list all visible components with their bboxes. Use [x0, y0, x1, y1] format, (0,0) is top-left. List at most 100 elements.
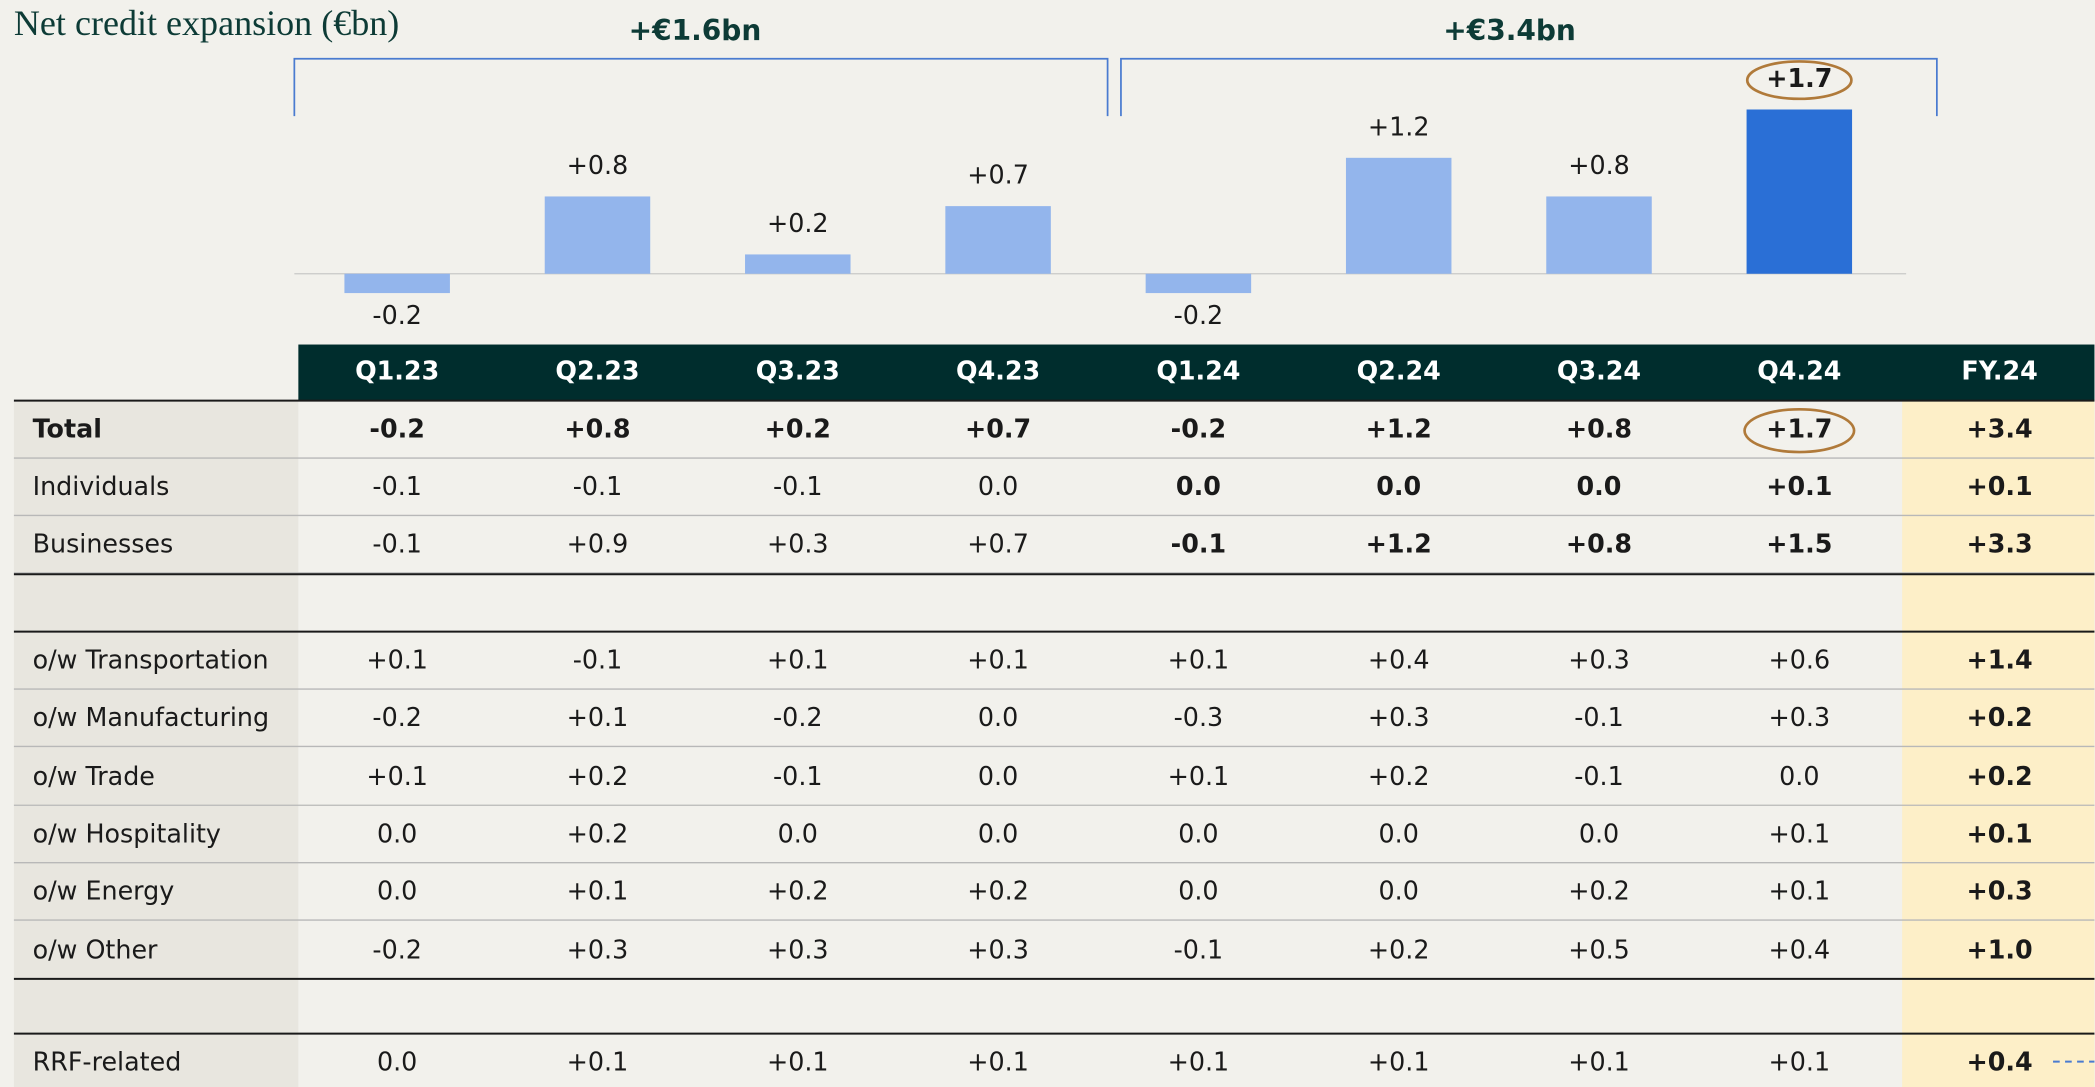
bar: [945, 206, 1051, 274]
cell: +0.2: [1368, 934, 1430, 964]
cell: 0.0: [978, 471, 1018, 501]
cell: +1.5: [1766, 529, 1832, 559]
cell: 0.0: [1379, 818, 1419, 848]
cell: +0.3: [767, 934, 829, 964]
cell: +0.3: [1769, 702, 1831, 732]
cell: +0.1: [1769, 818, 1831, 848]
cell: +3.3: [1967, 529, 2033, 559]
cell: +0.1: [1967, 471, 2033, 501]
bracket: [293, 57, 1938, 117]
cell: +1.4: [1967, 645, 2033, 675]
cell: +0.1: [567, 876, 629, 906]
cell: 0.0: [377, 1047, 417, 1077]
data-label: +0.7: [967, 160, 1029, 190]
data-label: +1.7: [1766, 63, 1832, 93]
highlight-circle: [1745, 60, 1853, 101]
cell: +0.1: [366, 645, 428, 675]
label-column: [13, 400, 299, 1087]
cell: +0.1: [366, 761, 428, 791]
cell: +0.3: [967, 934, 1029, 964]
column-header: Q3.23: [756, 356, 840, 386]
cell: +0.2: [1568, 876, 1630, 906]
data-label: +0.8: [1568, 150, 1630, 180]
bar: [1746, 109, 1853, 274]
data-label: +0.2: [767, 208, 829, 238]
cell: +0.2: [567, 761, 629, 791]
bar: [544, 196, 651, 274]
cell: +0.3: [1568, 645, 1630, 675]
column-header: Q2.24: [1357, 356, 1441, 386]
column-header: Q1.23: [355, 356, 439, 386]
bar: [1345, 157, 1452, 274]
cell: -0.2: [1171, 414, 1226, 444]
cell: -0.1: [573, 471, 622, 501]
cell: +0.1: [967, 645, 1029, 675]
cell: +0.1: [1168, 1047, 1230, 1077]
bar: [745, 254, 851, 274]
cell: -0.1: [1171, 529, 1226, 559]
cell: -0.2: [773, 702, 822, 732]
cell: -0.1: [573, 645, 622, 675]
column-header: Q4.23: [956, 356, 1040, 386]
cell: 0.0: [1779, 761, 1819, 791]
data-label: +1.2: [1368, 111, 1430, 141]
cell: +0.6: [1769, 645, 1831, 675]
cell: +0.5: [1568, 934, 1630, 964]
highlight-circle: [1743, 407, 1856, 454]
cell: +0.1: [767, 645, 829, 675]
row-label: o/w Manufacturing: [33, 702, 270, 732]
row-label: o/w Hospitality: [33, 818, 221, 848]
cell: 0.0: [978, 761, 1018, 791]
row-label: o/w Transportation: [33, 645, 269, 675]
cell: +1.0: [1967, 934, 2033, 964]
cell: +0.1: [1769, 1047, 1831, 1077]
cell: 0.0: [1577, 471, 1622, 501]
cell: +0.1: [1368, 1047, 1430, 1077]
cell: 0.0: [1176, 471, 1221, 501]
cell: +0.4: [1368, 645, 1430, 675]
cell: +0.1: [1766, 471, 1832, 501]
cell: 0.0: [377, 818, 417, 848]
cell: 0.0: [1178, 876, 1218, 906]
cell: 0.0: [1579, 818, 1619, 848]
data-label: +0.8: [567, 150, 629, 180]
cell: +0.3: [1368, 702, 1430, 732]
row-label: Businesses: [33, 529, 174, 559]
annotation: +€1.6bn: [629, 14, 762, 47]
row-label: RRF-related: [33, 1047, 182, 1077]
column-header: Q2.23: [555, 356, 639, 386]
cell: 0.0: [1379, 876, 1419, 906]
column-header: Q1.24: [1156, 356, 1240, 386]
column-header: Q3.24: [1557, 356, 1641, 386]
cell: 0.0: [978, 818, 1018, 848]
cell: +0.3: [767, 529, 829, 559]
cell: +0.8: [564, 414, 630, 444]
cell: +0.2: [767, 876, 829, 906]
cell: -0.1: [1574, 761, 1623, 791]
cell: +0.4: [1769, 934, 1831, 964]
bar: [1546, 196, 1652, 274]
cell: +1.2: [1366, 414, 1432, 444]
chart-title: Net credit expansion (€bn): [14, 3, 399, 43]
cell: +0.1: [1568, 1047, 1630, 1077]
cell: +0.2: [1967, 761, 2033, 791]
cell: +0.1: [967, 1047, 1029, 1077]
cell: 0.0: [978, 702, 1018, 732]
cell: +0.1: [1168, 645, 1230, 675]
cell: -0.2: [369, 414, 424, 444]
cell: 0.0: [377, 876, 417, 906]
cell: +0.8: [1566, 529, 1632, 559]
header-row: [298, 344, 2095, 401]
cell: +0.7: [967, 529, 1029, 559]
cell: +0.2: [1368, 761, 1430, 791]
cell: +0.7: [965, 414, 1031, 444]
fy-highlight: [1902, 400, 2095, 1087]
cell: -0.2: [372, 934, 421, 964]
cell: -0.2: [372, 702, 421, 732]
cell: +0.1: [767, 1047, 829, 1077]
cell: +0.2: [765, 414, 831, 444]
row-label: o/w Trade: [33, 761, 155, 791]
cell: +0.1: [1967, 818, 2033, 848]
row-label: Total: [33, 414, 102, 444]
row-label: o/w Other: [33, 934, 158, 964]
